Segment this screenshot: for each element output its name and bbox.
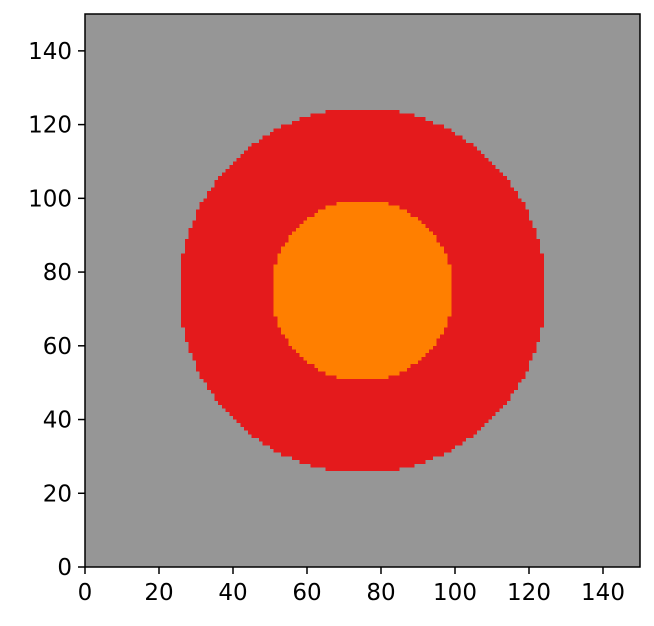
- y-tick-label: 80: [43, 260, 72, 286]
- x-tick-label: 80: [366, 580, 395, 606]
- plot-frame: [84, 13, 641, 568]
- y-tick-label: 60: [43, 334, 72, 360]
- y-tick-label: 120: [28, 113, 72, 139]
- x-tick-label: 60: [292, 580, 321, 606]
- y-tick-label: 140: [28, 39, 72, 65]
- x-tick-label: 0: [78, 580, 93, 606]
- x-tick-label: 20: [144, 580, 173, 606]
- x-tick-label: 40: [218, 580, 247, 606]
- y-tick-label: 100: [28, 186, 72, 212]
- heatmap-regions: [85, 14, 640, 567]
- x-tick-label: 140: [581, 580, 625, 606]
- x-tick-label: 120: [507, 580, 551, 606]
- y-axis: 0 20 40 60 80 100 120 140: [28, 39, 85, 581]
- y-tick-label: 20: [43, 481, 72, 507]
- region-inner-disc: [273, 202, 452, 379]
- x-tick-label: 100: [433, 580, 477, 606]
- y-tick-label: 40: [43, 408, 72, 434]
- x-axis: 0 20 40 60 80 100 120 140: [78, 567, 625, 606]
- y-tick-label: 0: [57, 555, 72, 581]
